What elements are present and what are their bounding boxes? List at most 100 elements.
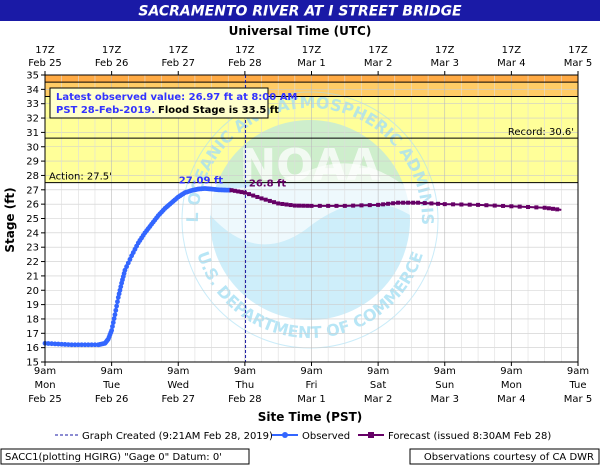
legend-forecast-label: Forecast (issued 8:30AM Feb 28) xyxy=(388,431,551,442)
forecast-point-6-2 xyxy=(359,203,364,208)
bottom-tick-date-1: Feb 26 xyxy=(95,394,129,405)
seal-outer-ring xyxy=(181,91,439,349)
forecast-point-4-1 xyxy=(297,203,302,208)
y-tick-label-20: 35 xyxy=(26,71,39,82)
top-tick-date-5: Mar 2 xyxy=(364,58,392,69)
forecast-point-9-0 xyxy=(416,200,421,205)
legend-observed-label: Observed xyxy=(302,431,350,442)
forecast-point-11-3 xyxy=(501,203,506,208)
y-tick-label-2: 17 xyxy=(26,329,39,340)
forecast-point-10-0 xyxy=(442,202,447,207)
forecast-point-12-1 xyxy=(517,204,522,209)
forecast-point-1-0 xyxy=(242,190,247,195)
y-tick-label-4: 19 xyxy=(26,300,39,311)
y-tick-labels: 15 16 17 18 19 20 21 22 23 24 25 26 27 28 29 30 31 32 33 34… xyxy=(26,71,39,369)
y-tick-label-10: 25 xyxy=(26,214,39,225)
bottom-tick-date-8: Mar 5 xyxy=(564,394,592,405)
y-tick-label-0: 15 xyxy=(26,358,39,369)
forecast-point-8-3 xyxy=(411,200,416,205)
legend-forecast-marker xyxy=(368,432,374,438)
top-tick-time-0: 17Z xyxy=(35,45,55,56)
x-axis-title: Site Time (PST) xyxy=(258,410,363,424)
series-layer xyxy=(42,186,562,348)
observed-point-3-0 xyxy=(82,342,88,348)
top-tick-time-4: 17Z xyxy=(302,45,322,56)
forecast-point-13-3 xyxy=(555,207,560,212)
forecast-point-8-2 xyxy=(406,200,411,205)
top-tick-date-6: Mar 3 xyxy=(431,58,459,69)
forecast-point-8-0 xyxy=(396,200,401,205)
observed-point-8-2 xyxy=(114,303,120,309)
forecast-point-2-2 xyxy=(267,198,272,203)
bottom-tick-weekday-3: Thu xyxy=(234,380,254,391)
forecast-point-6-0 xyxy=(342,203,347,208)
y-tick-label-19: 34 xyxy=(26,85,39,96)
observed-peak-label: 27.09 ft xyxy=(179,176,223,187)
observed-point-7-0 xyxy=(109,328,115,333)
forecast-point-5-2 xyxy=(326,203,331,208)
observed-point-2-1 xyxy=(72,342,78,348)
observed-point-11-2 xyxy=(125,260,131,266)
chart-title: SACRAMENTO RIVER AT I STREET BRIDGE xyxy=(138,4,462,20)
bottom-tick-time-4: 9am xyxy=(300,366,322,377)
forecast-point-13-2 xyxy=(551,206,556,211)
forecast-point-6-1 xyxy=(351,203,356,208)
top-tick-time-1: 17Z xyxy=(102,45,122,56)
bottom-tick-weekday-2: Wed xyxy=(167,380,189,391)
forecast-point-1-1 xyxy=(247,192,252,197)
forecast-point-12-3 xyxy=(534,205,539,210)
forecast-point-7-1 xyxy=(381,202,386,207)
record-stage-label: Record: 30.6' xyxy=(508,127,574,138)
observed-point-11-0 xyxy=(122,267,128,273)
footer-credit-text: Observations courtesy of CA DWR xyxy=(424,452,594,463)
bottom-tick-weekday-8: Tue xyxy=(568,380,586,391)
forecast-point-0-1 xyxy=(232,188,237,193)
legend: Graph Created (9:21AM Feb 28, 2019) Obse… xyxy=(55,431,551,442)
forecast-point-9-3 xyxy=(436,201,441,206)
forecast-point-0-2 xyxy=(236,189,241,194)
observed-point-3-3 xyxy=(92,342,98,348)
forecast-point-6-3 xyxy=(367,203,372,208)
forecast-point-2-3 xyxy=(272,200,277,205)
observed-point-2-3 xyxy=(79,342,85,348)
bottom-tick-time-8: 9am xyxy=(567,366,589,377)
forecast-point-7-2 xyxy=(386,201,391,206)
info-line-2-flood: Flood Stage is 33.5 ft xyxy=(158,105,279,116)
info-line-2-date: PST 28-Feb-2019. xyxy=(56,105,155,116)
footer-right-box xyxy=(409,448,600,465)
observed-point-9-2 xyxy=(117,287,123,293)
bottom-tick-time-5: 9am xyxy=(367,366,389,377)
top-tick-time-3: 17Z xyxy=(235,45,255,56)
forecast-point-0-0 xyxy=(229,188,234,193)
y-tick-label-18: 33 xyxy=(26,99,39,110)
observed-point-3-2 xyxy=(89,342,95,348)
forecast-point-13-1 xyxy=(546,206,551,211)
forecast-point-11-0 xyxy=(476,202,481,207)
forecast-point-10-1 xyxy=(451,202,456,207)
legend-created-label: Graph Created (9:21AM Feb 28, 2019) xyxy=(82,431,273,442)
bottom-tick-time-0: 9am xyxy=(34,366,56,377)
forecast-point-9-1 xyxy=(422,201,427,206)
observed-point-11-3 xyxy=(127,256,133,262)
bottom-tick-weekday-5: Sat xyxy=(370,380,386,391)
observed-point-8-0 xyxy=(112,312,118,318)
top-tick-date-2: Feb 27 xyxy=(161,58,195,69)
top-tick-date-3: Feb 28 xyxy=(228,58,262,69)
forecast-point-4-2 xyxy=(301,203,306,208)
y-tick-label-5: 20 xyxy=(26,286,39,297)
observed-point-7-3 xyxy=(111,316,117,321)
y-tick-label-7: 22 xyxy=(26,257,39,268)
bottom-tick-date-2: Feb 27 xyxy=(161,394,195,405)
observed-point-7-2 xyxy=(110,320,116,325)
forecast-point-3-3 xyxy=(288,203,293,208)
bottom-tick-date-7: Mar 4 xyxy=(497,394,525,405)
y-tick-label-11: 26 xyxy=(26,200,39,211)
bottom-tick-date-5: Mar 2 xyxy=(364,394,392,405)
bottom-tick-weekday-1: Tue xyxy=(102,380,120,391)
forecast-point-3-2 xyxy=(284,202,289,207)
bottom-tick-weekday-4: Fri xyxy=(306,380,318,391)
top-tick-time-6: 17Z xyxy=(435,45,455,56)
forecast-point-9-2 xyxy=(429,201,434,206)
y-tick-label-6: 21 xyxy=(26,271,39,282)
forecast-point-11-2 xyxy=(492,203,497,208)
